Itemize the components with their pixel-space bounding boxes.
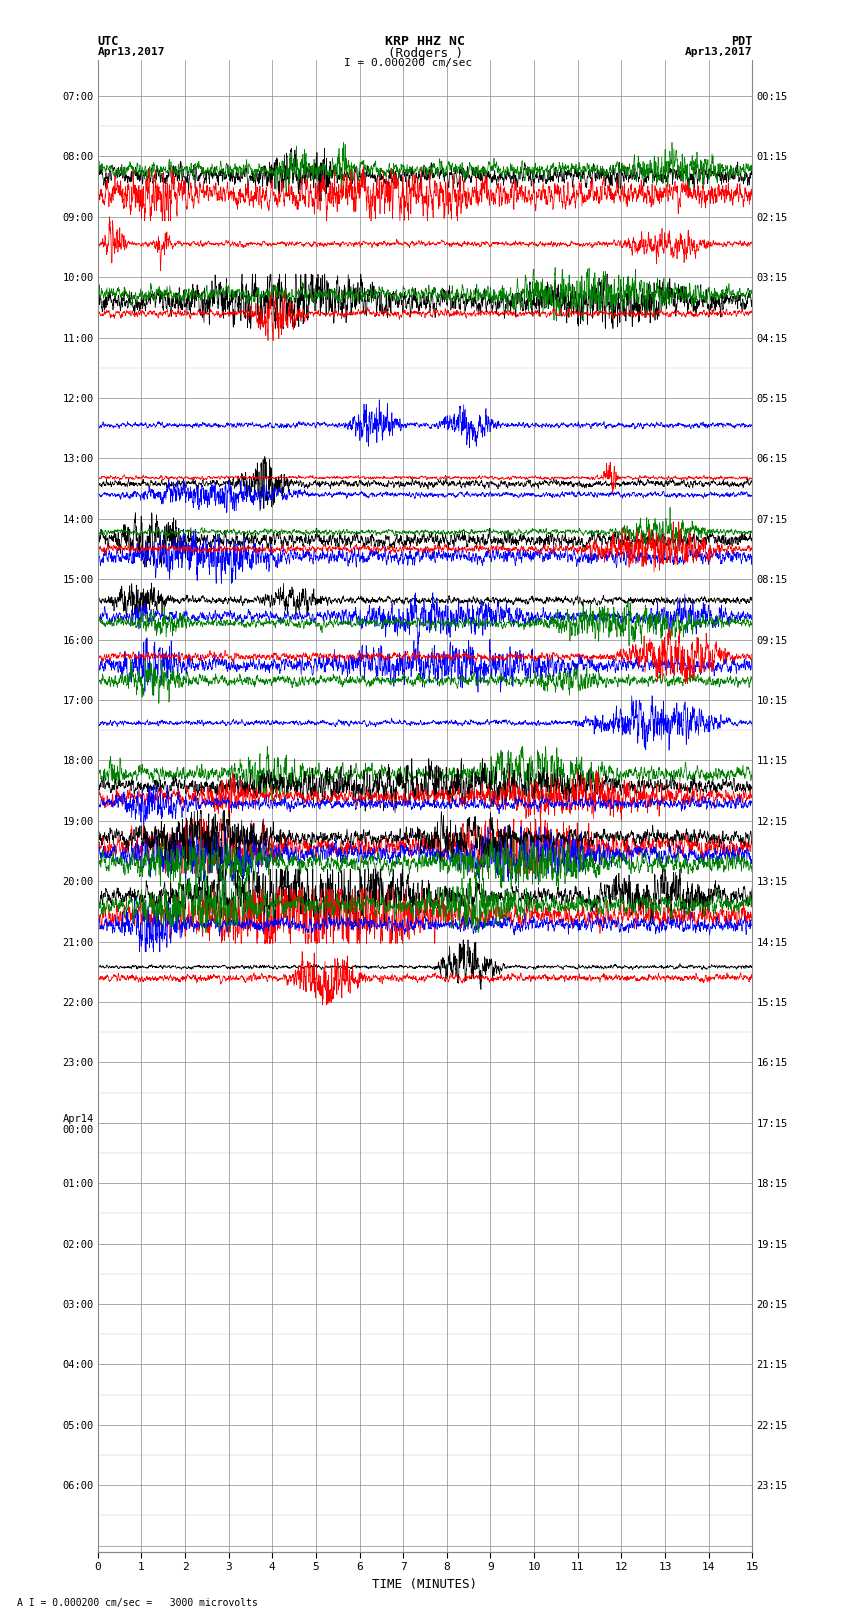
Text: I = 0.000200 cm/sec: I = 0.000200 cm/sec (344, 58, 472, 68)
Text: (Rodgers ): (Rodgers ) (388, 47, 462, 60)
Text: Apr13,2017: Apr13,2017 (685, 47, 752, 56)
Text: UTC: UTC (98, 35, 119, 48)
X-axis label: TIME (MINUTES): TIME (MINUTES) (372, 1578, 478, 1590)
Text: Apr13,2017: Apr13,2017 (98, 47, 165, 56)
Text: A I = 0.000200 cm/sec =   3000 microvolts: A I = 0.000200 cm/sec = 3000 microvolts (17, 1598, 258, 1608)
Text: KRP HHZ NC: KRP HHZ NC (385, 35, 465, 48)
Text: PDT: PDT (731, 35, 752, 48)
